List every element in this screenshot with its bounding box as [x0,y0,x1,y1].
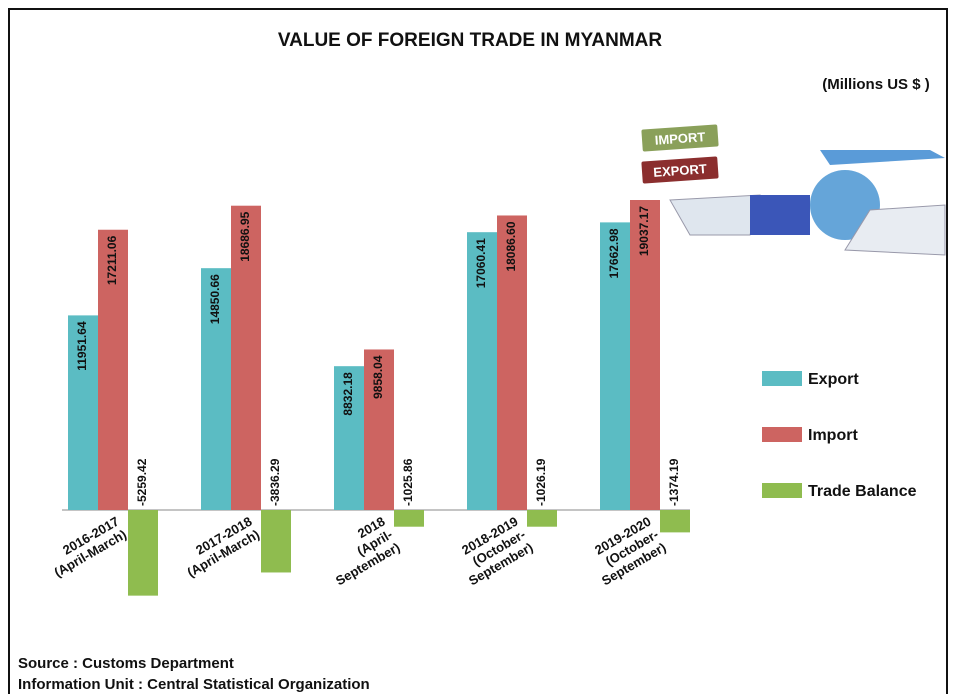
value-label: -1025.86 [401,458,415,506]
legend-swatch [762,371,802,386]
source: Source : Customs Department [18,655,234,672]
value-label: 17662.98 [607,228,621,278]
value-label: 11951.64 [75,321,89,371]
value-label: 14850.66 [208,274,222,324]
source: Information Unit : Central Statistical O… [18,676,370,693]
value-label: 19037.17 [637,206,651,256]
legend-swatch [762,483,802,498]
bar [527,510,557,527]
value-label: 17211.06 [105,235,119,285]
value-label: -1374.19 [667,458,681,506]
legend-label: Export [808,371,859,388]
bar [394,510,424,527]
legend-swatch [762,427,802,442]
value-label: 9858.04 [371,355,385,399]
value-label: -3836.29 [268,458,282,506]
value-label: 18686.95 [238,211,252,261]
unit-note: (Millions US $ ) [822,76,930,93]
bar [261,510,291,572]
value-label: -1026.19 [534,458,548,506]
value-label: 18086.60 [504,221,518,271]
legend-label: Trade Balance [808,483,917,500]
bar [660,510,690,532]
bar [128,510,158,596]
value-label: 8832.18 [341,372,355,416]
legend-label: Import [808,427,858,444]
chart: VALUE OF FOREIGN TRADE IN MYANMAR (Milli… [0,0,974,694]
value-label: -5259.42 [135,458,149,506]
chart-title: VALUE OF FOREIGN TRADE IN MYANMAR [278,30,663,51]
truck [750,195,810,235]
value-label: 17060.41 [474,238,488,288]
